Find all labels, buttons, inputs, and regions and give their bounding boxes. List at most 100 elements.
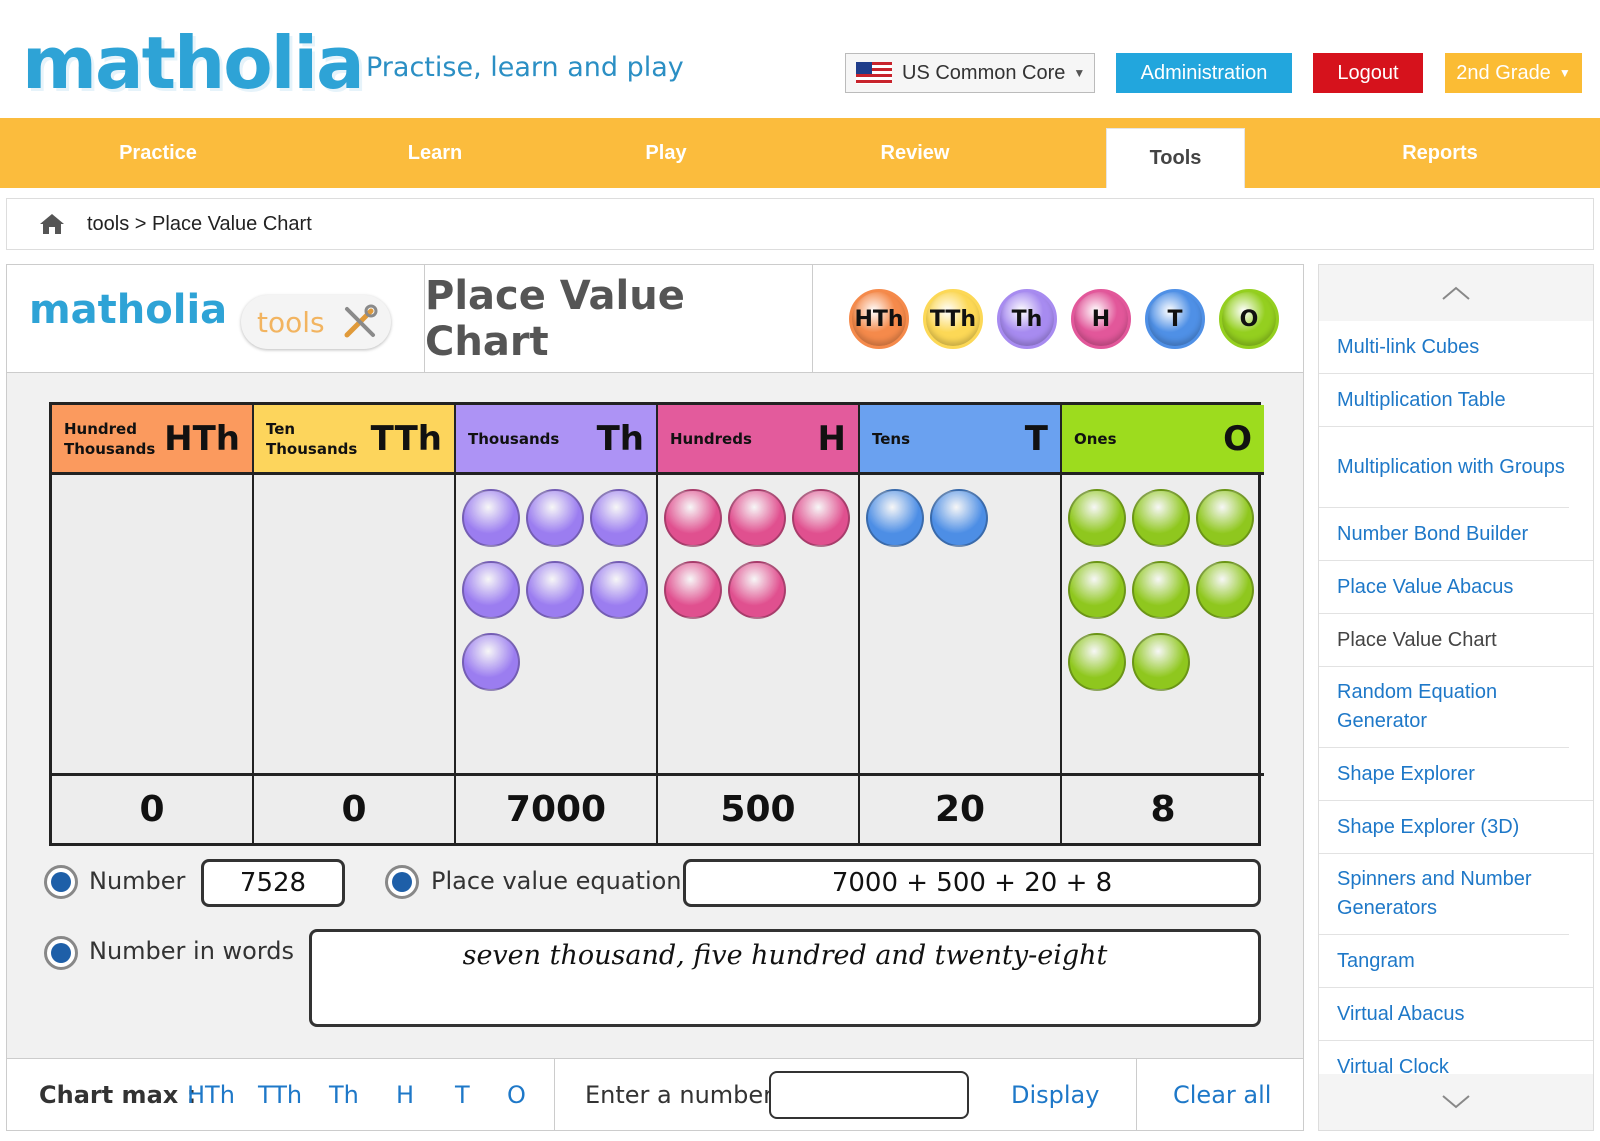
equation-field[interactable]: 7000 + 500 + 20 + 8 bbox=[683, 859, 1261, 907]
place-value-counter[interactable] bbox=[866, 489, 924, 547]
tool-header: matholia tools Place Value Chart HTh TTh T… bbox=[7, 265, 1303, 373]
sidebar-item-multiplication-table[interactable]: Multiplication Table bbox=[1319, 374, 1593, 427]
nav-reports[interactable]: Reports bbox=[1402, 141, 1478, 164]
words-field[interactable]: seven thousand, five hundred and twenty-… bbox=[309, 929, 1261, 1027]
display-button[interactable]: Display bbox=[1011, 1081, 1100, 1109]
home-icon[interactable] bbox=[39, 213, 65, 235]
column-counter-area[interactable] bbox=[860, 475, 1060, 773]
place-value-counter[interactable] bbox=[1068, 633, 1126, 691]
column-counter-area[interactable] bbox=[254, 475, 454, 773]
place-value-counter[interactable] bbox=[728, 561, 786, 619]
column-abbr: O bbox=[1223, 419, 1252, 459]
administration-button[interactable]: Administration bbox=[1116, 53, 1292, 93]
column-counter-area[interactable] bbox=[658, 475, 858, 773]
sidebar-item-spinners-and-number-generators[interactable]: Spinners and Number Generators bbox=[1319, 854, 1569, 935]
curriculum-label: US Common Core bbox=[902, 61, 1066, 84]
place-value-counter[interactable] bbox=[930, 489, 988, 547]
chevron-down-icon: ▼ bbox=[1073, 66, 1086, 80]
place-value-counter[interactable] bbox=[1196, 489, 1254, 547]
nav-review[interactable]: Review bbox=[880, 141, 950, 164]
place-value-counter[interactable] bbox=[462, 561, 520, 619]
chart-max-th[interactable]: Th bbox=[329, 1081, 359, 1109]
column-name: Tens bbox=[872, 430, 911, 448]
column-header[interactable]: Hundreds H bbox=[658, 405, 858, 475]
equation-radio[interactable] bbox=[385, 865, 419, 899]
nav-practice[interactable]: Practice bbox=[119, 141, 197, 164]
place-value-counter[interactable] bbox=[1132, 561, 1190, 619]
clear-all-button[interactable]: Clear all bbox=[1173, 1081, 1272, 1109]
sidebar-item-place-value-abacus[interactable]: Place Value Abacus bbox=[1319, 561, 1593, 614]
place-value-counter[interactable] bbox=[526, 489, 584, 547]
sidebar-item-random-equation-generator[interactable]: Random Equation Generator bbox=[1319, 667, 1569, 748]
legend-th-ball[interactable]: Th bbox=[997, 289, 1057, 349]
scroll-up-button[interactable] bbox=[1319, 265, 1593, 321]
legend-t-ball[interactable]: T bbox=[1145, 289, 1205, 349]
chart-max-tth[interactable]: TTh bbox=[258, 1081, 303, 1109]
place-value-counter[interactable] bbox=[664, 489, 722, 547]
chevron-down-icon bbox=[1442, 1095, 1470, 1109]
grade-select[interactable]: 2nd Grade ▼ bbox=[1445, 53, 1582, 93]
column-header[interactable]: Thousands Th bbox=[456, 405, 656, 475]
sidebar-item-virtual-abacus[interactable]: Virtual Abacus bbox=[1319, 988, 1593, 1041]
place-value-counter[interactable] bbox=[462, 489, 520, 547]
place-value-counter[interactable] bbox=[462, 633, 520, 691]
column-header[interactable]: Tens T bbox=[860, 405, 1060, 475]
place-value-counter[interactable] bbox=[1132, 633, 1190, 691]
words-label: Number in words bbox=[89, 937, 295, 965]
column-value: 7000 bbox=[456, 773, 656, 843]
place-value-counter[interactable] bbox=[1132, 489, 1190, 547]
legend-hth-ball[interactable]: HTh bbox=[849, 289, 909, 349]
place-value-counter[interactable] bbox=[1196, 561, 1254, 619]
place-value-counter[interactable] bbox=[664, 561, 722, 619]
number-field[interactable]: 7528 bbox=[201, 859, 345, 907]
sidebar-item-shape-explorer-3d[interactable]: Shape Explorer (3D) bbox=[1319, 801, 1593, 854]
number-radio[interactable] bbox=[44, 865, 78, 899]
column-counter-area[interactable] bbox=[1062, 475, 1264, 773]
place-value-counter[interactable] bbox=[1068, 489, 1126, 547]
column-counter-area[interactable] bbox=[456, 475, 656, 773]
place-value-counter[interactable] bbox=[1068, 561, 1126, 619]
nav-learn[interactable]: Learn bbox=[407, 141, 463, 164]
column-name: Thousands bbox=[468, 430, 560, 448]
equation-label: Place value equation bbox=[431, 867, 682, 895]
column-counter-area[interactable] bbox=[52, 475, 252, 773]
place-value-counter[interactable] bbox=[526, 561, 584, 619]
column-value: 500 bbox=[658, 773, 858, 843]
sidebar-item-shape-explorer[interactable]: Shape Explorer bbox=[1319, 748, 1593, 801]
chart-max-o[interactable]: O bbox=[507, 1081, 526, 1109]
place-value-counter[interactable] bbox=[728, 489, 786, 547]
column-abbr: Th bbox=[596, 419, 644, 459]
matholia-logo[interactable]: matholia bbox=[22, 21, 365, 105]
nav-tools[interactable]: Tools bbox=[1106, 128, 1245, 188]
curriculum-select[interactable]: US Common Core ▼ bbox=[845, 53, 1095, 93]
column-name: Hundreds bbox=[670, 430, 752, 448]
place-value-tool: matholia tools Place Value Chart HTh TTh T… bbox=[6, 264, 1304, 1131]
bottom-toolbar: Chart max : HTh TTh Th H T O Enter a num… bbox=[7, 1058, 1303, 1131]
logout-button[interactable]: Logout bbox=[1313, 53, 1423, 93]
words-radio[interactable] bbox=[44, 936, 78, 970]
column-header[interactable]: Hundred Thousands HTh bbox=[52, 405, 252, 475]
column-header[interactable]: Ten Thousands TTh bbox=[254, 405, 454, 475]
place-value-counter[interactable] bbox=[590, 561, 648, 619]
place-value-counter[interactable] bbox=[590, 489, 648, 547]
chart-max-h[interactable]: H bbox=[396, 1081, 415, 1109]
scroll-down-button[interactable] bbox=[1319, 1074, 1593, 1130]
legend-o-ball[interactable]: O bbox=[1219, 289, 1279, 349]
breadcrumb-text[interactable]: tools > Place Value Chart bbox=[87, 212, 312, 235]
sidebar-item-number-bond-builder[interactable]: Number Bond Builder bbox=[1319, 508, 1593, 561]
place-value-counter[interactable] bbox=[792, 489, 850, 547]
sidebar-item-tangram[interactable]: Tangram bbox=[1319, 935, 1593, 988]
sidebar-item-place-value-chart[interactable]: Place Value Chart bbox=[1319, 614, 1593, 667]
column-abbr: H bbox=[817, 419, 846, 459]
chart-max-t[interactable]: T bbox=[455, 1081, 470, 1109]
enter-number-input[interactable] bbox=[769, 1071, 969, 1119]
column-name: Ten bbox=[266, 420, 296, 438]
column-header[interactable]: Ones O bbox=[1062, 405, 1264, 475]
column-value: 20 bbox=[860, 773, 1060, 843]
legend-h-ball[interactable]: H bbox=[1071, 289, 1131, 349]
chart-max-hth[interactable]: HTh bbox=[187, 1081, 235, 1109]
legend-tth-ball[interactable]: TTh bbox=[923, 289, 983, 349]
sidebar-item-multiplication-with-groups[interactable]: Multiplication with Groups bbox=[1319, 427, 1569, 508]
sidebar-item-multi-link-cubes[interactable]: Multi-link Cubes bbox=[1319, 321, 1593, 374]
nav-play[interactable]: Play bbox=[645, 141, 687, 164]
